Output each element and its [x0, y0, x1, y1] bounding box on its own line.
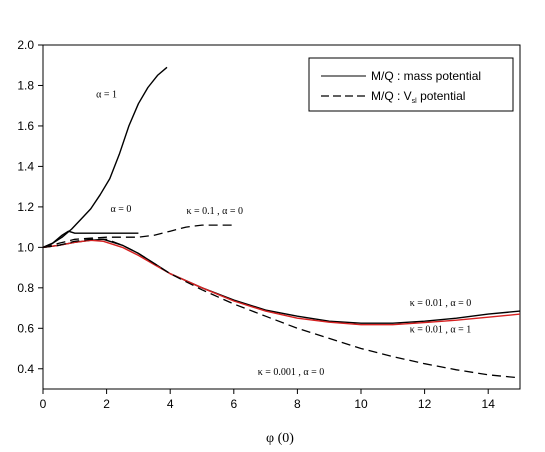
y-tick-label: 0.8	[17, 281, 34, 295]
series-layer	[42, 66, 521, 379]
x-tick-label: 4	[167, 397, 174, 411]
y-tick-label: 1.8	[17, 78, 34, 92]
y-tick-label: 0.4	[17, 362, 34, 376]
x-axis: 0 2 4 6 8 10 12 14	[40, 389, 496, 411]
annotation-4: κ = 0.01 , α = 0	[410, 298, 472, 309]
annotations: α = 1 α = 0 κ = 0.1 , α = 0 κ = 0.01 , α = …	[96, 90, 471, 378]
x-tick-label: 0	[40, 397, 47, 411]
series-line-5	[42, 239, 521, 326]
y-tick-label: 0.6	[17, 321, 34, 335]
x-tick-label: 10	[354, 397, 368, 411]
x-tick-label: 2	[103, 397, 110, 411]
y-tick-label: 2.0	[17, 38, 34, 52]
annotation-3: κ = 0.1 , α = 0	[186, 206, 243, 217]
legend-label-vsl-sub: sl	[412, 98, 418, 105]
x-tick-label: 8	[294, 397, 301, 411]
x-tick-label: 14	[482, 397, 496, 411]
y-tick-label: 1.0	[17, 240, 34, 254]
annotation-5: κ = 0.01 , α = 1	[410, 324, 472, 335]
annotation-2: α = 0	[110, 204, 131, 215]
x-tick-label: 6	[230, 397, 237, 411]
y-tick-label: 1.2	[17, 200, 34, 214]
legend-box	[308, 57, 514, 112]
series-line-3	[42, 224, 234, 249]
x-tick-label: 12	[418, 397, 432, 411]
series-line-6	[42, 238, 521, 379]
annotation-1: α = 1	[96, 90, 117, 101]
series-line-4	[42, 238, 521, 324]
series-line-1	[42, 66, 168, 249]
annotation-6: κ = 0.001 , α = 0	[258, 367, 325, 378]
plot-frame	[42, 44, 521, 390]
y-axis: 0.4 0.6 0.8 1.0 1.2 1.4 1.6 1.8 2.0	[17, 38, 43, 376]
y-tick-label: 1.6	[17, 119, 34, 133]
y-tick-label: 1.4	[17, 159, 34, 173]
legend-label-mass: M/Q : mass potential	[371, 69, 481, 83]
x-axis-label: φ (0)	[266, 431, 294, 446]
legend-label-vsl: M/Q : Vsl potential	[371, 89, 465, 105]
legend-label-vsl-tail: potential	[417, 89, 466, 103]
series-line-2	[42, 230, 139, 249]
legend: M/Q : mass potential M/Q : Vsl potential	[308, 57, 514, 112]
plot-area-border	[42, 44, 521, 390]
legend-label-vsl-main: M/Q : V	[371, 89, 412, 103]
